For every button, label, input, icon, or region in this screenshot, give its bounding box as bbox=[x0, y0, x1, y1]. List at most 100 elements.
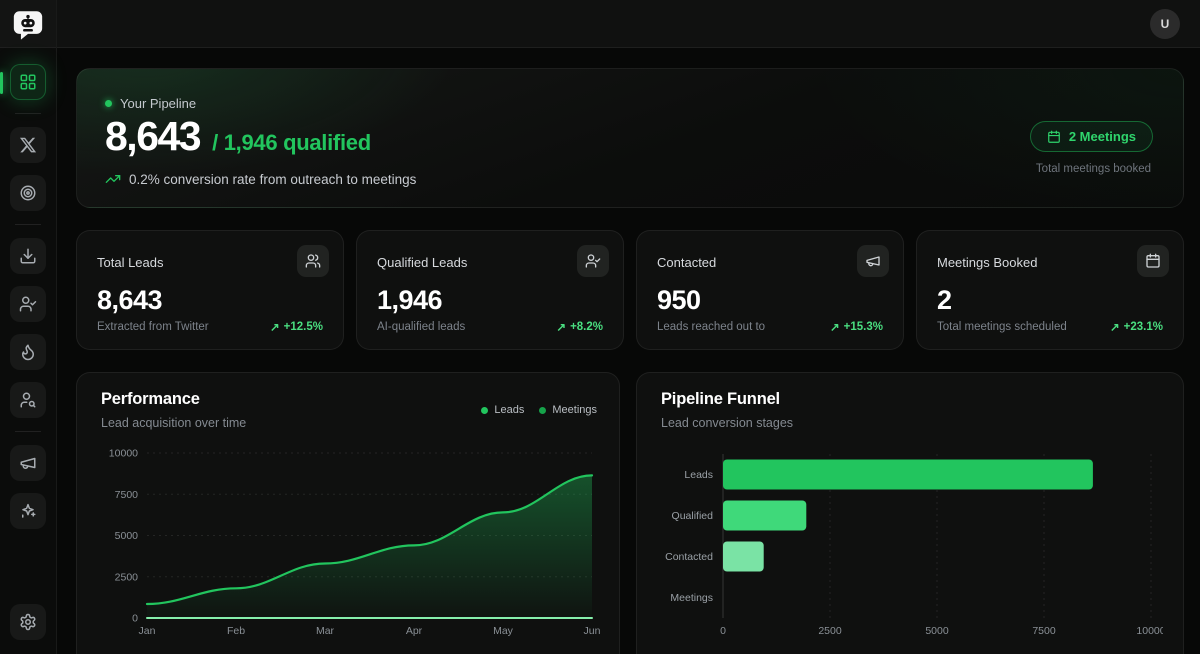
svg-text:5000: 5000 bbox=[925, 625, 949, 637]
stat-subtitle: AI-qualified leads bbox=[377, 321, 466, 333]
bot-chat-icon bbox=[13, 10, 43, 40]
stat-delta-value: +8.2% bbox=[570, 321, 603, 333]
funnel-category-label: Leads bbox=[684, 469, 713, 481]
funnel-bar-contacted bbox=[723, 541, 764, 572]
sidebar-item-qualified[interactable] bbox=[10, 286, 46, 322]
performance-chart-holder: 0 2500 5000 7500 10000 Jan Feb Mar Apr May Jun bbox=[95, 445, 603, 646]
stat-value: 8,643 bbox=[97, 285, 163, 315]
legend-dot-icon bbox=[481, 406, 489, 414]
performance-card: Performance Lead acquisition over time L… bbox=[76, 372, 620, 654]
performance-title: Performance bbox=[101, 390, 200, 408]
leads-line bbox=[145, 474, 594, 606]
sidebar-divider bbox=[15, 431, 41, 432]
stat-value: 1,946 bbox=[377, 285, 443, 315]
sidebar-item-targets[interactable] bbox=[10, 175, 46, 211]
megaphone-icon bbox=[866, 256, 880, 267]
stat-delta: ↗ +8.2% bbox=[556, 320, 603, 334]
svg-text:7500: 7500 bbox=[115, 489, 139, 501]
stat-delta-value: +23.1% bbox=[1123, 321, 1163, 333]
funnel-category-label: Meetings bbox=[670, 592, 713, 604]
flame-icon bbox=[22, 344, 34, 361]
sidebar-item-outreach[interactable] bbox=[10, 445, 46, 481]
user-check-icon bbox=[585, 254, 601, 268]
settings-icon bbox=[20, 613, 36, 631]
sidebar bbox=[0, 0, 57, 654]
svg-text:10000: 10000 bbox=[109, 448, 138, 460]
svg-text:10000: 10000 bbox=[1136, 625, 1163, 637]
stat-bottom-row: Extracted from Twitter ↗ +12.5% bbox=[97, 320, 323, 334]
arrow-up-right-icon: ↗ bbox=[830, 322, 840, 334]
stat-title: Meetings Booked bbox=[937, 255, 1038, 270]
arrow-up-right-icon: ↗ bbox=[270, 322, 280, 334]
stat-delta-value: +12.5% bbox=[283, 321, 323, 333]
sidebar-nav bbox=[0, 48, 56, 529]
sidebar-item-hot-leads[interactable] bbox=[10, 334, 46, 370]
sidebar-divider bbox=[15, 113, 41, 114]
svg-text:0: 0 bbox=[132, 613, 138, 625]
stat-card-total-leads: Total Leads 8,643 Extracted from Twitter ↗ +… bbox=[76, 230, 344, 350]
stat-title: Contacted bbox=[657, 255, 717, 270]
stat-delta: ↗ +23.1% bbox=[1110, 320, 1163, 334]
stat-icon-tile bbox=[297, 245, 329, 277]
sidebar-item-ai-tools[interactable] bbox=[10, 493, 46, 529]
stat-subtitle: Leads reached out to bbox=[657, 321, 766, 333]
svg-text:Apr: Apr bbox=[406, 625, 423, 637]
legend-leads: Leads bbox=[481, 404, 524, 416]
funnel-title: Pipeline Funnel bbox=[661, 390, 780, 408]
meetings-caption: Total meetings booked bbox=[1035, 163, 1151, 175]
x-logo-icon bbox=[19, 137, 37, 153]
main-content: Your Pipeline 8,643 / 1,946 qualified 0.… bbox=[57, 48, 1200, 654]
app-logo[interactable] bbox=[0, 0, 56, 48]
stat-title: Total Leads bbox=[97, 255, 164, 270]
megaphone-icon bbox=[20, 457, 36, 469]
funnel-chart: 0 2500 5000 7500 10000 Leads Qualified Contacte… bbox=[665, 454, 1166, 637]
svg-text:Jan: Jan bbox=[139, 625, 156, 637]
chart-legend: Leads Meetings bbox=[481, 404, 597, 416]
meetings-badge-label: 2 Meetings bbox=[1068, 129, 1136, 144]
sidebar-item-twitter-x[interactable] bbox=[10, 127, 46, 163]
layout-grid-icon bbox=[20, 74, 36, 90]
meetings-badge[interactable]: 2 Meetings bbox=[1029, 121, 1153, 152]
stat-bottom-row: Total meetings scheduled ↗ +23.1% bbox=[937, 320, 1163, 334]
conversion-note: 0.2% conversion rate from outreach to me… bbox=[129, 171, 417, 187]
user-search-icon bbox=[20, 392, 36, 408]
svg-text:0: 0 bbox=[720, 625, 726, 637]
user-avatar[interactable]: U bbox=[1150, 8, 1180, 39]
stat-card-contacted: Contacted 950 Leads reached out to ↗ +15.3% bbox=[636, 230, 904, 350]
pipeline-hero-card: Your Pipeline 8,643 / 1,946 qualified 0.… bbox=[76, 68, 1184, 208]
sidebar-item-settings[interactable] bbox=[10, 604, 46, 640]
funnel-bar-qualified bbox=[723, 500, 807, 531]
sidebar-bottom bbox=[0, 604, 56, 640]
svg-text:5000: 5000 bbox=[115, 530, 139, 542]
users-icon bbox=[305, 254, 321, 268]
funnel-chart-holder: 0 2500 5000 7500 10000 Leads Qualified Contacte… bbox=[655, 445, 1166, 646]
hero-number-row: 8,643 / 1,946 qualified bbox=[105, 113, 371, 160]
stat-value: 2 bbox=[937, 285, 952, 315]
pipeline-qualified: / 1,946 qualified bbox=[212, 130, 371, 155]
leads-area bbox=[147, 475, 592, 618]
sidebar-item-lead-search[interactable] bbox=[10, 382, 46, 418]
stat-icon-tile bbox=[1137, 245, 1169, 277]
legend-dot-icon bbox=[539, 406, 547, 414]
stats-row: Total Leads 8,643 Extracted from Twitter ↗ +… bbox=[76, 230, 1184, 350]
conversion-note-row: 0.2% conversion rate from outreach to me… bbox=[105, 171, 416, 187]
status-dot-icon bbox=[105, 100, 112, 107]
stat-delta-value: +15.3% bbox=[843, 321, 883, 333]
pipeline-total: 8,643 bbox=[105, 113, 202, 159]
funnel-category-label: Qualified bbox=[672, 510, 714, 522]
svg-text:2500: 2500 bbox=[818, 625, 842, 637]
download-icon bbox=[20, 248, 36, 264]
stat-title: Qualified Leads bbox=[377, 255, 468, 270]
svg-text:Jun: Jun bbox=[584, 625, 601, 637]
sidebar-divider bbox=[15, 224, 41, 225]
arrow-up-right-icon: ↗ bbox=[1110, 322, 1120, 334]
funnel-subtitle: Lead conversion stages bbox=[661, 416, 794, 430]
sidebar-item-dashboard[interactable] bbox=[0, 64, 46, 100]
trending-up-icon bbox=[105, 175, 121, 183]
stat-icon-tile bbox=[857, 245, 889, 277]
sidebar-item-extract[interactable] bbox=[10, 238, 46, 274]
funnel-card: Pipeline Funnel Lead conversion stages 0… bbox=[636, 372, 1184, 654]
svg-text:7500: 7500 bbox=[1032, 625, 1056, 637]
arrow-up-right-icon: ↗ bbox=[556, 322, 567, 334]
stat-subtitle: Extracted from Twitter bbox=[97, 321, 209, 333]
